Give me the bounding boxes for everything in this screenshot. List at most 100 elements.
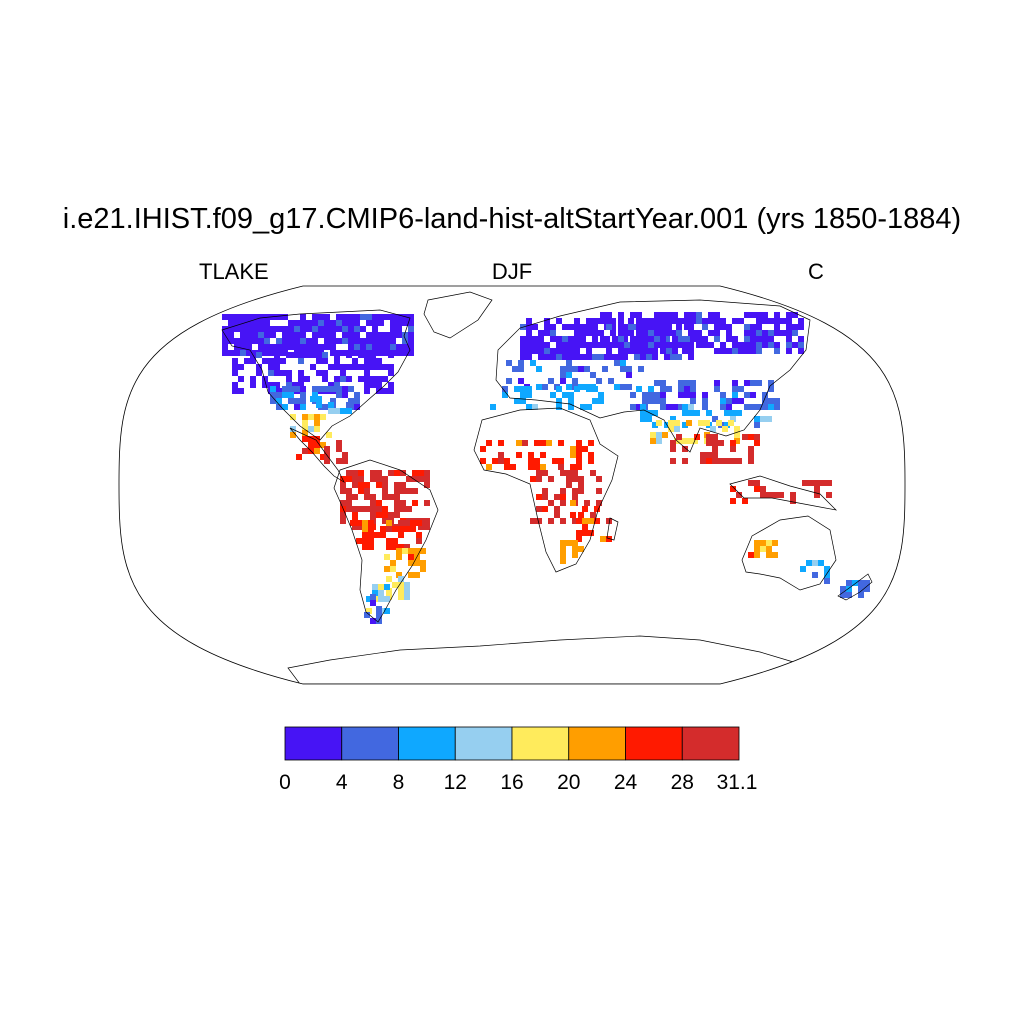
grid-cell (328, 408, 334, 414)
grid-cell (594, 518, 600, 524)
grid-cell (814, 480, 820, 486)
grid-cell (772, 492, 778, 498)
grid-cell (290, 414, 296, 420)
grid-cell (548, 518, 554, 524)
grid-cell (846, 592, 852, 598)
grid-cell (690, 392, 696, 398)
grid-cell (750, 342, 756, 348)
grid-cell (544, 318, 550, 324)
grid-cell (290, 432, 296, 438)
grid-cell (744, 330, 750, 336)
grid-cell (408, 350, 414, 356)
grid-cell (264, 350, 270, 356)
grid-cell (590, 512, 596, 518)
grid-cell (222, 314, 228, 320)
grid-cell (582, 518, 588, 524)
grid-cell (340, 476, 346, 482)
grid-cell (342, 452, 348, 458)
grid-cell (506, 378, 512, 384)
grid-cell (650, 432, 656, 438)
grid-cell (556, 404, 562, 410)
grid-cell (666, 342, 672, 348)
grid-cell (808, 480, 814, 486)
grid-cell (342, 326, 348, 332)
grid-cell (336, 338, 342, 344)
grid-cell (320, 414, 326, 420)
grid-cell (318, 320, 324, 326)
grid-cell (328, 364, 334, 370)
grid-cell (270, 326, 276, 332)
grid-cell (536, 384, 542, 390)
grid-cell (324, 314, 330, 320)
grid-cell (628, 342, 634, 348)
grid-cell (544, 330, 550, 336)
grid-cell (312, 332, 318, 338)
grid-cell (264, 344, 270, 350)
grid-cell (480, 458, 486, 464)
grid-cell (342, 350, 348, 356)
grid-cell (600, 312, 606, 318)
grid-cell (560, 372, 566, 378)
grid-cell (350, 520, 356, 526)
grid-cell (366, 338, 372, 344)
grid-cell (660, 318, 666, 324)
variable-label: TLAKE (199, 259, 269, 284)
coast-south-america (333, 459, 439, 623)
grid-cell (572, 378, 578, 384)
grid-cell (536, 518, 542, 524)
grid-cell (662, 432, 668, 438)
grid-cell (700, 452, 706, 458)
grid-cell (532, 342, 538, 348)
grid-cell (702, 398, 708, 404)
grid-cell (486, 464, 492, 470)
grid-cell (566, 360, 572, 366)
grid-cell (314, 420, 320, 426)
grid-cell (690, 336, 696, 342)
grid-cell (666, 324, 672, 330)
grid-cell (824, 578, 830, 584)
grid-cell (398, 582, 404, 588)
grid-cell (744, 342, 750, 348)
grid-cell (576, 530, 582, 536)
grid-cell (376, 482, 382, 488)
colorbar-swatch-0 (284, 726, 343, 761)
grid-cell (390, 332, 396, 338)
grid-cell (694, 410, 700, 416)
plot-title: i.e21.IHIST.f09_g17.CMIP6-land-hist-altS… (62, 203, 962, 235)
grid-cell (596, 488, 602, 494)
grid-cell (550, 348, 556, 354)
grid-cell (398, 594, 404, 600)
grid-cell (384, 338, 390, 344)
colorbar-swatch-3 (454, 726, 513, 761)
colorbar-swatch-4 (511, 726, 570, 761)
grid-cell (424, 470, 430, 476)
grid-cell (320, 454, 326, 460)
grid-cell (354, 404, 360, 410)
grid-cell (296, 454, 302, 460)
grid-cell (542, 494, 548, 500)
grid-cell (610, 324, 616, 330)
grid-cell (398, 520, 404, 526)
grid-cell (252, 320, 258, 326)
grid-cell (314, 436, 320, 442)
grid-cell (542, 384, 548, 390)
grid-cell (586, 318, 592, 324)
grid-cell (642, 392, 648, 398)
grid-cell (572, 470, 578, 476)
grid-cell (340, 364, 346, 370)
grid-cell (526, 318, 532, 324)
grid-cell (402, 338, 408, 344)
grid-cell (754, 434, 760, 440)
colorbar-swatch-2 (398, 726, 456, 761)
grid-cell (346, 488, 352, 494)
grid-cell (300, 398, 306, 404)
grid-cell (626, 384, 632, 390)
grid-cell (754, 552, 760, 558)
grid-cell (358, 364, 364, 370)
grid-cell (520, 336, 526, 342)
grid-cell (386, 588, 392, 594)
grid-cell (240, 350, 246, 356)
grid-cell (754, 416, 760, 422)
grid-cell (336, 386, 342, 392)
grid-cell (756, 348, 762, 354)
